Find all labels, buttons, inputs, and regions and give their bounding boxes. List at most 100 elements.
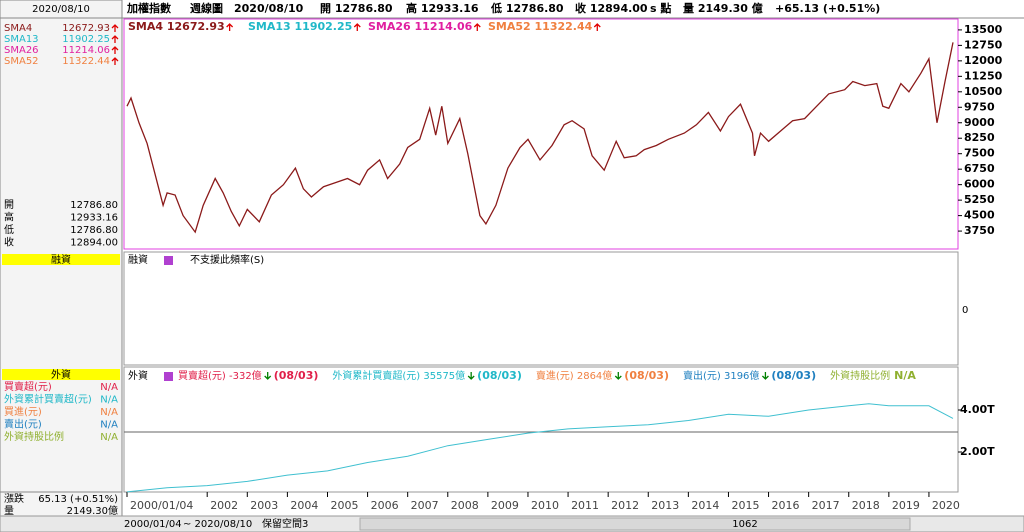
quote-value: 12894.00 xyxy=(70,238,118,249)
y-tick-label: 11250 xyxy=(964,69,1003,82)
foreign-item-label: 外資累計買賣超(元) xyxy=(4,393,92,406)
x-tick-label: 2016 xyxy=(772,499,800,512)
volume-value: 2149.30億 xyxy=(67,504,118,517)
open: 開 12786.80 xyxy=(320,2,393,15)
top-bar: 加權指數 週線圖 2020/08/10 開 12786.80 高 12933.1… xyxy=(126,1,880,15)
icon[interactable] xyxy=(164,372,173,381)
x-tick-label: 2018 xyxy=(852,499,880,512)
x-tick-label: 2006 xyxy=(371,499,399,512)
x-tick-label: 2008 xyxy=(451,499,479,512)
range-start[interactable]: 2000/01/04 xyxy=(124,519,182,530)
date: 2020/08/10 xyxy=(234,2,304,15)
legend-entry: SMA13 11902.25 xyxy=(248,20,352,33)
sma-name: SMA4 xyxy=(4,23,32,34)
y-tick-label: 9000 xyxy=(964,116,995,129)
icon[interactable] xyxy=(164,256,173,265)
x-tick-label: 2010 xyxy=(531,499,559,512)
y-tick-label: 6000 xyxy=(964,178,995,191)
arrow-icon xyxy=(111,57,119,65)
y-tick-label: 7500 xyxy=(964,147,995,160)
arrow-icon xyxy=(473,23,481,31)
sma-value: 11322.44 xyxy=(62,56,110,67)
foreign-item-label: 買賣超(元) xyxy=(4,380,52,393)
x-tick-label: 2012 xyxy=(611,499,639,512)
x-tick-label: 2015 xyxy=(731,499,759,512)
sma-name: SMA13 xyxy=(4,34,39,45)
margin-y-tick: 0 xyxy=(962,305,968,316)
foreign-panel-title: 外資 xyxy=(128,370,148,382)
arrow-icon xyxy=(264,372,272,380)
quote-label: 高 xyxy=(4,211,14,224)
legend-date: N/A xyxy=(894,369,916,382)
y-tick-label: 4500 xyxy=(964,209,995,222)
foreign-item-value: N/A xyxy=(100,407,118,418)
y-tick-label: 10500 xyxy=(964,85,1003,98)
legend-date: (08/03) xyxy=(477,369,522,382)
legend-entry: SMA52 11322.44 xyxy=(488,20,593,33)
margin-title: 融資 xyxy=(51,254,71,266)
sidebar xyxy=(0,0,123,532)
x-tick-label: 2007 xyxy=(411,499,439,512)
low: 低 12786.80 xyxy=(490,1,564,15)
foreign-item-value: N/A xyxy=(100,395,118,406)
bar-count: 1062 xyxy=(732,519,757,530)
quote-label: 低 xyxy=(4,223,14,236)
legend-entry: 賣進(元) 2864億 xyxy=(536,369,612,382)
arrow-icon xyxy=(111,35,119,43)
change-label: 漲跌 xyxy=(4,492,24,505)
quote-label: 開 xyxy=(4,199,14,211)
foreign-item-label: 買進(元) xyxy=(4,406,42,418)
x-tick-label: 2004 xyxy=(290,499,318,512)
x-tick-label: 2011 xyxy=(571,499,599,512)
quote-value: 12786.80 xyxy=(70,200,118,211)
y-tick-label: 4.00T xyxy=(960,403,995,416)
scrollbar[interactable] xyxy=(359,517,911,531)
x-tick-label: 2014 xyxy=(691,499,719,512)
change-value: 65.13 (+0.51%) xyxy=(38,494,118,505)
sidebar-date: 2020/08/10 xyxy=(32,4,90,15)
foreign-title: 外資 xyxy=(51,369,71,381)
foreign-cumulative-line xyxy=(126,403,954,493)
legend-date: (08/03) xyxy=(771,369,816,382)
y-tick-label: 3750 xyxy=(964,224,995,237)
y-tick-label: 13500 xyxy=(964,23,1003,36)
legend-entry: 買賣超(元) -332億 xyxy=(178,369,262,382)
sma-name: SMA26 xyxy=(4,45,39,56)
period: 週線圖 xyxy=(190,1,223,15)
legend-entry: SMA4 12672.93 xyxy=(128,20,225,33)
legend-date: (08/03) xyxy=(274,369,319,382)
arrow-icon xyxy=(226,23,234,31)
foreign-item-label: 外資持股比例 xyxy=(4,430,64,443)
sma-value: 12672.93 xyxy=(62,23,110,34)
x-tick-label: 2019 xyxy=(892,499,920,512)
foreign-item-value: N/A xyxy=(100,382,118,393)
sma-value: 11214.06 xyxy=(62,45,110,56)
quote-value: 12786.80 xyxy=(70,225,118,236)
y-tick-label: 9750 xyxy=(964,100,995,113)
legend-entry: 外資累計買賣超(元) 35575億 xyxy=(332,369,465,382)
y-tick-label: 5250 xyxy=(964,193,995,206)
quote-label: 收 xyxy=(4,236,14,249)
price-line xyxy=(126,42,954,234)
range-end[interactable]: ~ 2020/08/10 xyxy=(183,519,252,530)
volume: 量 2149.30 億 xyxy=(683,1,763,15)
legend-entry: 外資持股比例 xyxy=(830,369,890,382)
foreign-item-value: N/A xyxy=(100,432,118,443)
y-tick-label: 2.00T xyxy=(960,445,995,458)
y-tick-label: 6750 xyxy=(964,162,995,175)
x-tick-label: 2017 xyxy=(812,499,840,512)
foreign-frame xyxy=(123,366,959,493)
x-tick-label: 2005 xyxy=(330,499,358,512)
reserve-value[interactable]: 3 xyxy=(302,519,308,530)
x-tick-label: 2003 xyxy=(250,499,278,512)
legend-date: (08/03) xyxy=(624,369,669,382)
unit: s 點 xyxy=(650,1,671,15)
foreign-item-label: 賣出(元) xyxy=(4,418,42,431)
x-tick-label: 2020 xyxy=(932,499,960,512)
x-tick-label: 2000/01/04 xyxy=(130,499,193,512)
arrow-icon xyxy=(111,24,119,32)
margin-note: 不支援此頻率(S) xyxy=(190,253,264,266)
high: 高 12933.16 xyxy=(406,1,479,15)
